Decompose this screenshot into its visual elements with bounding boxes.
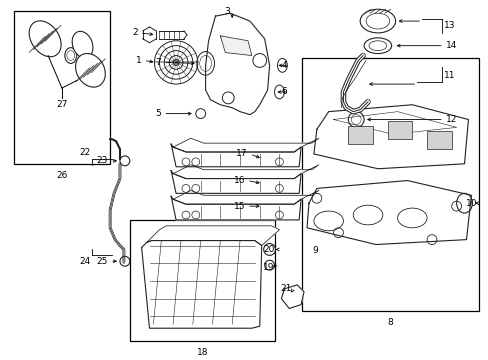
Text: 17: 17 [236, 149, 247, 158]
Ellipse shape [364, 38, 391, 54]
Bar [387, 121, 411, 139]
Polygon shape [173, 165, 318, 179]
Text: 21: 21 [279, 284, 291, 293]
Polygon shape [281, 285, 304, 309]
Bar [129, 220, 274, 341]
Text: 2: 2 [132, 28, 138, 37]
Polygon shape [146, 226, 279, 246]
Ellipse shape [72, 31, 93, 58]
Text: 7: 7 [155, 58, 161, 67]
Text: 27: 27 [56, 100, 67, 109]
Text: 12: 12 [445, 115, 456, 124]
Polygon shape [306, 181, 470, 244]
Polygon shape [171, 144, 301, 167]
Polygon shape [205, 13, 269, 114]
Text: 3: 3 [224, 7, 230, 16]
Polygon shape [173, 190, 318, 204]
Ellipse shape [352, 205, 382, 225]
Bar [426, 131, 451, 149]
Polygon shape [142, 240, 261, 328]
Text: 20: 20 [263, 245, 274, 254]
Text: 25: 25 [97, 257, 108, 266]
Bar [302, 58, 478, 311]
Text: 8: 8 [387, 318, 393, 327]
Ellipse shape [397, 208, 426, 228]
Ellipse shape [76, 54, 105, 87]
Bar [14, 11, 110, 164]
Text: 6: 6 [281, 87, 287, 96]
Text: 13: 13 [443, 22, 454, 31]
Ellipse shape [313, 211, 343, 231]
Text: 18: 18 [197, 348, 208, 357]
Ellipse shape [360, 9, 395, 33]
Polygon shape [220, 36, 251, 55]
Text: 15: 15 [233, 202, 244, 211]
Ellipse shape [29, 21, 61, 57]
Ellipse shape [65, 48, 77, 63]
Text: 1: 1 [136, 56, 142, 65]
Bar [347, 126, 372, 144]
Text: 11: 11 [443, 71, 454, 80]
Text: 4: 4 [281, 61, 287, 70]
Text: 14: 14 [445, 41, 456, 50]
Polygon shape [313, 105, 468, 169]
Polygon shape [171, 171, 301, 193]
Text: 9: 9 [311, 246, 317, 255]
Text: 10: 10 [465, 199, 476, 208]
Text: 26: 26 [56, 171, 67, 180]
Text: 22: 22 [79, 148, 90, 157]
Text: 23: 23 [97, 156, 108, 165]
Text: 24: 24 [79, 257, 90, 266]
Text: 5: 5 [155, 109, 161, 118]
Polygon shape [171, 196, 301, 220]
Polygon shape [173, 138, 318, 152]
Text: 16: 16 [233, 176, 244, 185]
Text: 19: 19 [263, 263, 274, 272]
